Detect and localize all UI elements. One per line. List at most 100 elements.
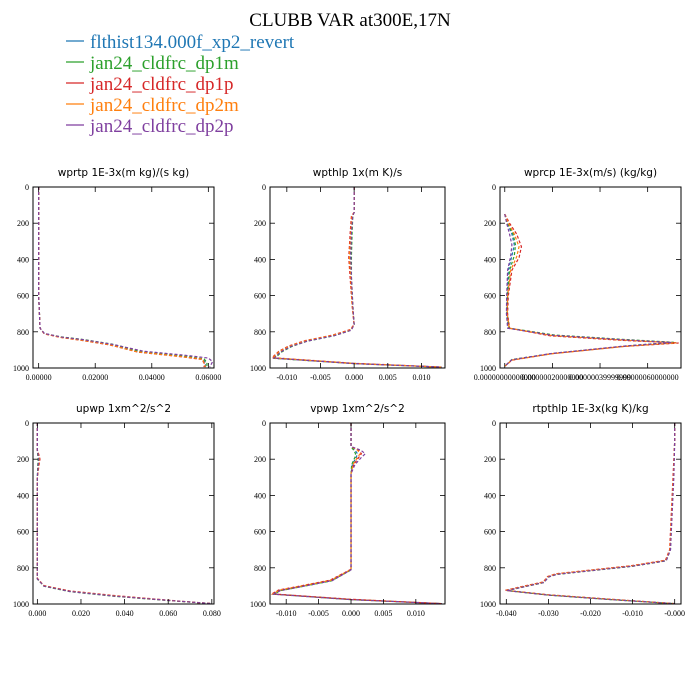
x-tick-label: 0.000 — [28, 609, 46, 618]
legend-entry: jan24_cldfrc_dp2p — [66, 116, 234, 137]
x-tick-label: 0.010 — [407, 609, 425, 618]
series-line-1 — [38, 187, 207, 368]
plot-frame — [269, 186, 446, 369]
series-line-1 — [504, 213, 677, 367]
y-tick-label: 800 — [484, 328, 496, 337]
plot-frame — [499, 422, 682, 605]
plot-panel-5: vpwp 1xm^2/s^2 0 200 400 600 800 1000 -0.010 -0.… — [250, 403, 446, 618]
plot-frame — [499, 186, 682, 369]
y-tick-label: 400 — [484, 255, 496, 264]
series-line-3 — [38, 187, 205, 368]
legend-label-5: jan24_cldfrc_dp2p — [89, 116, 234, 137]
y-tick-label: 200 — [254, 455, 266, 464]
x-tick-label: 0.02000 — [82, 373, 108, 382]
panel-title: wprtp 1E-3x(m kg)/(s kg) — [58, 167, 189, 179]
y-tick-label: 1000 — [13, 364, 29, 373]
y-tick-label: 200 — [17, 455, 29, 464]
series-line-2 — [273, 187, 442, 368]
x-tick-label: 0.040 — [116, 609, 134, 618]
legend-label-2: jan24_cldfrc_dp1m — [89, 53, 239, 74]
y-tick-label: 1000 — [250, 364, 266, 373]
plot-frame — [32, 186, 215, 369]
panel-title: rtpthlp 1E-3x(kg K)/kg — [532, 403, 648, 415]
y-tick-label: 800 — [484, 564, 496, 573]
legend-entry: flthist134.000f_xp2_revert — [66, 32, 295, 53]
y-tick-label: 1000 — [480, 364, 496, 373]
series-line-3 — [505, 423, 676, 605]
series-line-5 — [38, 187, 214, 368]
series-line-3 — [36, 423, 212, 605]
x-tick-label: 0.000 — [345, 373, 363, 382]
series-line-2 — [504, 213, 674, 367]
y-tick-label: 600 — [17, 528, 29, 537]
x-tick-label: -0.010 — [276, 609, 297, 618]
panel-title: wprcp 1E-3x(m/s) (kg/kg) — [524, 167, 657, 179]
series-line-4 — [270, 423, 442, 605]
series-line-5 — [272, 187, 442, 368]
x-tick-label: -0.005 — [310, 373, 331, 382]
y-tick-label: 400 — [17, 491, 29, 500]
y-tick-label: 1000 — [13, 600, 29, 609]
x-tick-label: 0.020 — [72, 609, 90, 618]
y-tick-label: 600 — [254, 292, 266, 301]
figure-title: CLUBB VAR at300E,17N — [249, 10, 451, 31]
y-tick-label: 600 — [254, 528, 266, 537]
x-tick-label: -0.010 — [622, 609, 643, 618]
plot-panel-1: wprtp 1E-3x(m kg)/(s kg) 0 200 400 600 800 100… — [13, 167, 221, 382]
plot-panel-6: rtpthlp 1E-3x(kg K)/kg02004006008001000-… — [480, 403, 685, 618]
plot-panel-3: wprcp 1E-3x(m/s) (kg/kg) 0 200 400 600 800 100… — [474, 167, 682, 382]
x-tick-label: -0.040 — [496, 609, 517, 618]
series-line-5 — [506, 423, 676, 605]
y-tick-label: 800 — [17, 564, 29, 573]
x-tick-label: -0.020 — [580, 609, 601, 618]
legend-label-4: jan24_cldfrc_dp2m — [89, 95, 239, 116]
series-line-4 — [36, 423, 212, 605]
panel-title: wpthlp 1x(m K)/s — [313, 167, 403, 179]
x-tick-label: 0.06000 — [195, 373, 221, 382]
y-tick-label: 0 — [25, 183, 29, 192]
legend-label-1: flthist134.000f_xp2_revert — [90, 32, 295, 53]
series-line-5 — [271, 423, 442, 605]
y-tick-label: 200 — [484, 219, 496, 228]
x-tick-label: 0.00000039999999 — [569, 373, 631, 382]
y-tick-label: 0 — [492, 419, 496, 428]
series-line-5 — [504, 214, 672, 367]
legend-label-3: jan24_cldfrc_dp1p — [89, 74, 234, 95]
series-line-1 — [506, 423, 676, 605]
x-tick-label: -0.010 — [276, 373, 297, 382]
plot-panels: wprtp 1E-3x(m kg)/(s kg) 0 200 400 600 800 100… — [13, 167, 685, 618]
y-tick-label: 600 — [484, 292, 496, 301]
x-tick-label: 0.00000020000000 — [521, 373, 583, 382]
x-tick-label: -0.030 — [538, 609, 559, 618]
y-tick-label: 800 — [17, 328, 29, 337]
x-tick-label: 0.010 — [412, 373, 430, 382]
series-line-4 — [271, 187, 442, 368]
series-line-5 — [36, 423, 212, 605]
panel-title: upwp 1xm^2/s^2 — [76, 403, 171, 415]
y-tick-label: 200 — [484, 455, 496, 464]
y-tick-label: 600 — [484, 528, 496, 537]
y-tick-label: 200 — [254, 219, 266, 228]
x-tick-label: 0.005 — [374, 609, 392, 618]
y-tick-label: 0 — [262, 419, 266, 428]
y-tick-label: 200 — [17, 219, 29, 228]
legend-entry: jan24_cldfrc_dp2m — [66, 95, 239, 116]
series-line-2 — [507, 423, 676, 605]
series-line-1 — [36, 423, 212, 605]
plot-frame — [269, 422, 446, 605]
legend-entry: jan24_cldfrc_dp1p — [66, 74, 234, 95]
series-line-3 — [504, 213, 679, 367]
series-line-2 — [36, 423, 212, 605]
plot-panel-2: wpthlp 1x(m K)/s 0 200 400 600 800 1000 -0.010 -… — [250, 167, 446, 382]
series-line-3 — [270, 187, 442, 368]
y-tick-label: 0 — [492, 183, 496, 192]
legend: flthist134.000f_xp2_revert jan24_cldfrc_… — [66, 32, 295, 137]
x-tick-label: -0.005 — [308, 609, 329, 618]
x-tick-label: 0.00000 — [26, 373, 52, 382]
y-tick-label: 400 — [484, 491, 496, 500]
x-tick-label: 0.060 — [159, 609, 177, 618]
x-tick-label: 0.005 — [379, 373, 397, 382]
series-line-4 — [38, 187, 207, 368]
x-tick-label: 0.080 — [203, 609, 221, 618]
